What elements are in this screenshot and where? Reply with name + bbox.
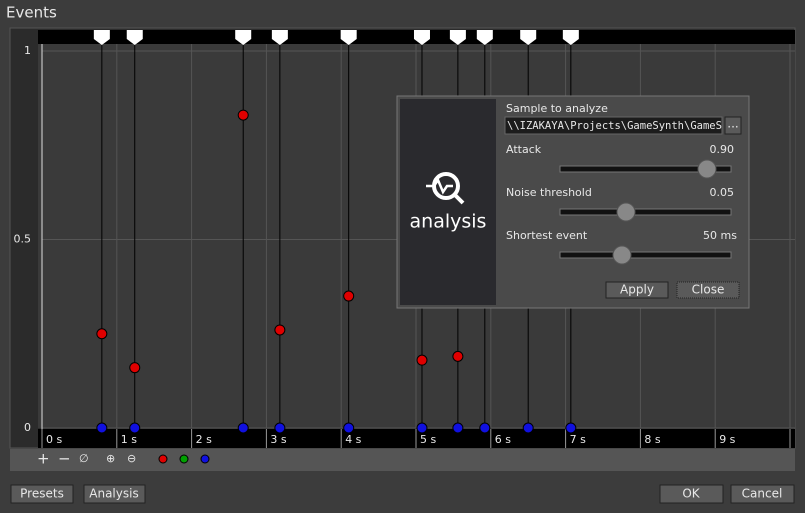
noise-value: 0.05 [710,186,735,199]
x-tick-label: 10 s [794,433,805,446]
x-tick-label: 0 s [46,433,62,446]
clear-icon[interactable]: ∅ [79,452,89,465]
event-marker [562,30,579,45]
attack-label: Attack [506,143,542,156]
event-marker [413,30,430,45]
event-point [237,109,249,121]
x-tick-label: 3 s [270,433,286,446]
presets-button[interactable]: Presets [10,484,74,504]
attack-knob[interactable] [697,159,717,179]
shortest-slider[interactable] [559,251,732,259]
x-tick-label: 5 s [420,433,436,446]
logo-icon [426,172,465,205]
event-point [96,422,108,434]
event-point [416,422,428,434]
apply-label: Apply [620,283,654,297]
zoom-in-icon[interactable]: ⊕ [106,452,115,465]
event-point [237,422,249,434]
event-point [274,324,286,336]
event-marker [449,30,466,45]
window-title: Events [6,4,57,22]
noise-label: Noise threshold [506,186,592,199]
analysis-dialog: analysis Sample to analyze \\IZAKAYA\Pro… [396,95,750,309]
remove-icon[interactable]: − [58,450,71,468]
shortest-knob[interactable] [612,245,632,265]
toolbar-icons[interactable]: + − ∅ ⊕ ⊖ [37,450,210,468]
analysis-label: Analysis [89,487,138,501]
y-tick-label: 0 [24,421,31,434]
presets-label: Presets [20,487,64,501]
event-point [565,422,577,434]
attack-value: 0.90 [710,143,735,156]
event-marker [235,30,252,45]
event-marker [340,30,357,45]
event-point [416,354,428,366]
event-marker [476,30,493,45]
y-tick-label: 0.5 [14,233,32,246]
ok-label: OK [682,487,700,501]
red-dot[interactable] [158,454,168,464]
event-point [343,422,355,434]
event-point [452,350,464,362]
browse-label: ... [727,117,738,131]
sample-label: Sample to analyze [506,102,608,115]
add-icon[interactable]: + [37,450,50,468]
logo-text: analysis [410,211,487,233]
noise-slider[interactable] [559,208,732,216]
x-tick-labels: 0 s 1 s 2 s 3 s 4 s 5 s 6 s 7 s 8 s 9 s 10 s [46,433,805,446]
cancel-label: Cancel [742,487,783,501]
event-marker [271,30,288,45]
analysis-button[interactable]: Analysis [83,484,146,504]
sample-path: \\IZAKAYA\Projects\GameSynth\GameSy [507,120,728,132]
apply-button[interactable]: Apply [605,281,669,299]
green-dot[interactable] [179,454,189,464]
x-tick-label: 6 s [495,433,511,446]
toolbar [10,449,795,471]
blue-dot[interactable] [200,454,210,464]
x-tick-label: 2 s [196,433,212,446]
event-point [96,328,108,340]
cancel-button[interactable]: Cancel [730,484,795,504]
sample-field[interactable] [504,116,723,135]
event-marker [126,30,143,45]
event-marker [93,30,110,45]
event-marker [520,30,537,45]
ok-button[interactable]: OK [659,484,724,504]
x-tick-label: 8 s [644,433,660,446]
close-button[interactable]: Close [676,281,740,299]
x-tick-label: 4 s [345,433,361,446]
event-point [522,422,534,434]
event-point [452,422,464,434]
dialog-logo-pane [400,99,496,305]
event-point [129,422,141,434]
x-tick-label: 9 s [719,433,735,446]
event-point [479,422,491,434]
x-tick-label: 7 s [570,433,586,446]
close-label: Close [692,283,725,297]
attack-slider[interactable] [559,165,732,173]
shortest-value: 50 ms [703,229,737,242]
event-point [274,422,286,434]
y-tick-label: 1 [24,44,31,57]
noise-knob[interactable] [616,202,636,222]
x-tick-label: 1 s [121,433,137,446]
event-point [129,362,141,374]
shortest-label: Shortest event [506,229,588,242]
zoom-out-icon[interactable]: ⊖ [127,452,136,465]
browse-button[interactable]: ... [724,116,742,135]
event-point [343,290,355,302]
